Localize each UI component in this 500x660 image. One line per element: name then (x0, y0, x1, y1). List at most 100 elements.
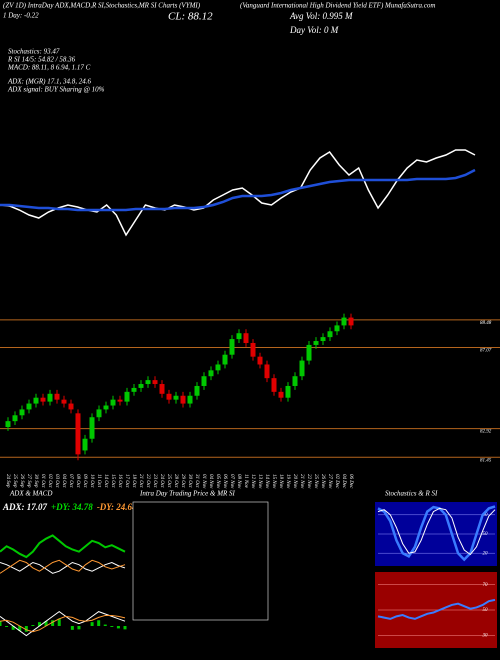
x-tick-label: 07 Oct (68, 474, 73, 488)
histogram-bar (5, 626, 9, 627)
candle-body (26, 403, 32, 410)
candle-body (40, 397, 46, 402)
candle-body (334, 325, 340, 332)
candle-body (208, 370, 214, 377)
candle-body (187, 395, 193, 404)
day-volume: Day Vol: 0 M (289, 25, 339, 35)
x-tick-label: 08 Nov (236, 474, 241, 489)
y-tick-label: 81.45 (480, 458, 492, 463)
x-tick-label: 13 Nov (257, 474, 262, 489)
histogram-bar (18, 626, 22, 631)
candle-body (47, 393, 53, 402)
x-tick-label: 03 Oct (54, 474, 59, 488)
histogram-bar (51, 620, 55, 626)
indicator-value: ADX: 17.07 (2, 502, 48, 512)
candle-body (278, 391, 284, 398)
header-title: (ZV 1D) IntraDay ADX,MACD,R SI,Stochasti… (3, 2, 201, 10)
fund-name: (Vanguard International High Dividend Yi… (240, 2, 435, 10)
info-line: R SI 14/5: 54.82 / 58.36 (7, 56, 76, 64)
histogram-bar (90, 622, 94, 626)
x-tick-label: 27 Sep (26, 474, 31, 488)
info-line: Stochastics: 93.47 (8, 48, 60, 56)
candle-body (19, 409, 25, 416)
candle-body (341, 317, 347, 326)
x-tick-label: 22 Nov (306, 474, 311, 489)
candle-body (306, 344, 312, 361)
candle-body (89, 417, 95, 439)
candle-body (54, 393, 60, 400)
candle-body (124, 391, 130, 402)
x-tick-label: 14 Oct (103, 474, 108, 488)
y-tick-label: 87.07 (480, 349, 492, 354)
candle-body (33, 397, 39, 404)
histogram-bar (116, 626, 120, 629)
candle-body (82, 438, 88, 451)
series-line (377, 598, 496, 620)
x-tick-label: 02 Dec (334, 474, 339, 489)
series-line (0, 610, 126, 637)
x-tick-label: 26 Nov (320, 474, 325, 489)
candle-body (201, 376, 207, 386)
x-tick-label: 15 Oct (110, 474, 115, 488)
x-tick-label: 18 Oct (131, 474, 136, 488)
x-tick-label: 25 Sep (12, 474, 17, 488)
y-tick-label: 50 (483, 608, 489, 613)
x-tick-label: 11 Oct (96, 474, 101, 488)
candle-body (320, 337, 326, 342)
x-tick-label: 01 Nov (201, 474, 206, 489)
x-tick-label: 01 Oct (40, 474, 45, 488)
candle-body (131, 387, 137, 392)
candle-body (292, 376, 298, 386)
info-line: ADX: (MGR) 17.1, 34.8, 24.6 (7, 78, 92, 86)
x-tick-label: 04 Dec (341, 474, 346, 489)
histogram-bar (0, 621, 2, 626)
histogram-bar (103, 624, 107, 626)
x-tick-label: 08 Oct (75, 474, 80, 488)
x-tick-label: 29 Oct (180, 474, 185, 488)
y-tick-label: 50 (483, 532, 489, 537)
histogram-bar (70, 626, 74, 630)
x-tick-label: 30 Sep (33, 474, 38, 488)
candle-body (299, 360, 305, 377)
x-tick-label: 21 Oct (138, 474, 143, 488)
avg-volume: Avg Vol: 0.995 M (289, 11, 353, 21)
candle-body (264, 364, 270, 379)
candle-body (166, 393, 172, 400)
series-line (0, 561, 126, 574)
candle-body (327, 331, 333, 338)
x-tick-label: 15 Nov (271, 474, 276, 489)
intraday-box (132, 501, 269, 621)
x-tick-label: 04 Nov (208, 474, 213, 489)
candle-body (348, 317, 354, 326)
candle-body (75, 413, 81, 455)
histogram-bar (110, 626, 114, 627)
x-tick-label: 25 Oct (166, 474, 171, 488)
x-tick-label: 28 Oct (173, 474, 178, 488)
candle-body (243, 333, 249, 343)
candle-body (145, 380, 151, 385)
x-tick-label: 17 Oct (124, 474, 129, 488)
histogram-bar (11, 626, 15, 630)
x-tick-label: 23 Oct (152, 474, 157, 488)
candle-body (5, 421, 11, 428)
candle-body (285, 385, 291, 398)
candle-body (194, 385, 200, 396)
series-line (0, 168, 476, 212)
candle-body (257, 356, 263, 365)
candle-body (180, 395, 186, 404)
info-line: MACD: 88.11, 8 6.94, 1.17 C (7, 64, 91, 72)
x-tick-label: 30 Oct (187, 474, 192, 488)
x-tick-label: 10 Oct (89, 474, 94, 488)
candle-body (250, 342, 256, 357)
histogram-bar (57, 618, 61, 626)
x-tick-label: 18 Nov (278, 474, 283, 489)
x-tick-label: 11 Nov (243, 474, 248, 489)
histogram-bar (31, 625, 35, 626)
y-tick-label: 20 (483, 551, 489, 556)
series-line (0, 614, 126, 633)
y-tick-label: 80 (483, 513, 489, 518)
candle-body (236, 333, 242, 340)
candle-body (103, 405, 109, 410)
x-tick-label: 04 Oct (61, 474, 66, 488)
x-tick-label: 02 Oct (47, 474, 52, 488)
